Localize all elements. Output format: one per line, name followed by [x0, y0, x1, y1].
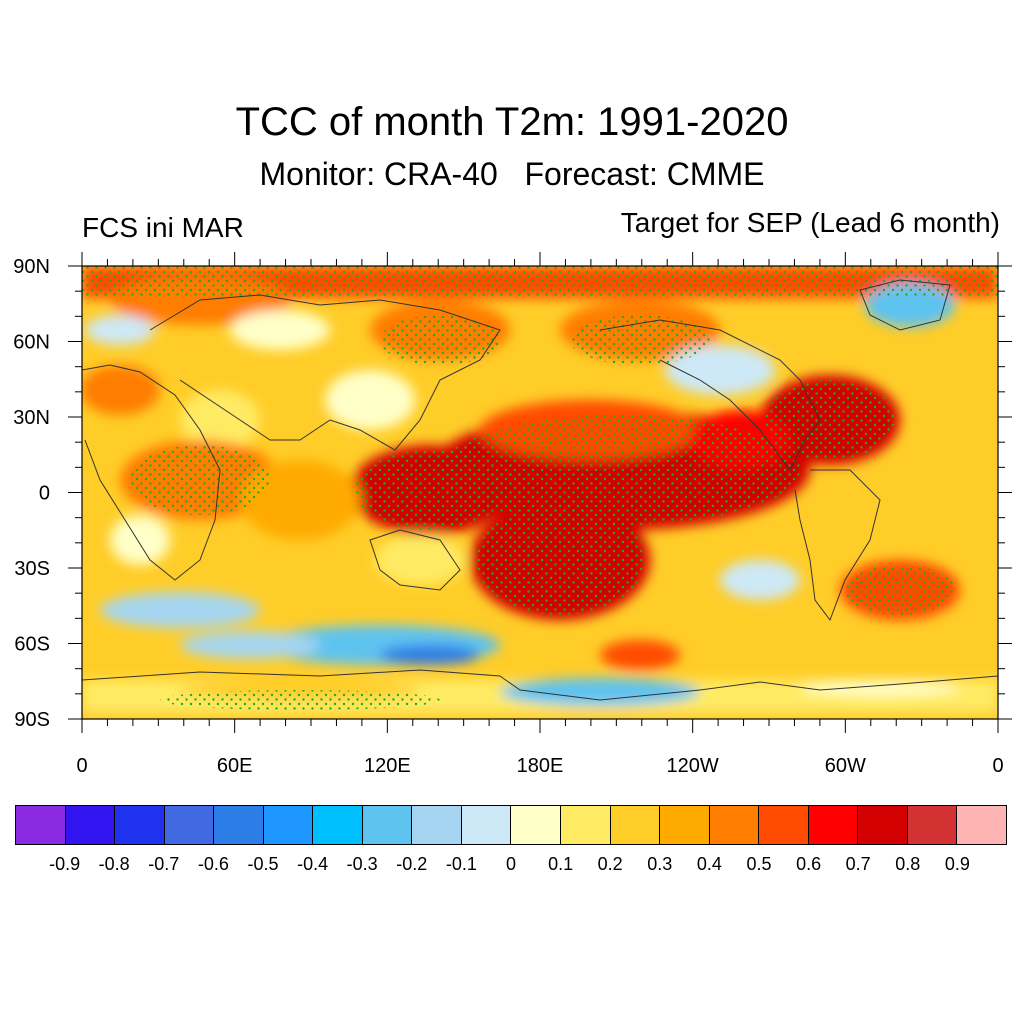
lat-tick-label: 30S	[14, 558, 50, 580]
colorbar-label: -0.8	[98, 854, 130, 874]
significance-stipple	[82, 266, 998, 710]
lat-tick-label: 60S	[14, 634, 50, 656]
colorbar-swatch	[808, 806, 859, 844]
lon-tick-label: 180E	[517, 755, 564, 777]
colorbar-label: 0.1	[548, 854, 574, 874]
colorbar-label: -0.7	[148, 854, 180, 874]
lon-tick-label: 0	[992, 755, 1003, 777]
colorbar-label: -0.1	[445, 854, 477, 874]
lat-tick-label: 90S	[14, 709, 50, 731]
colorbar-swatch	[412, 806, 462, 844]
colorbar-swatch	[461, 806, 512, 844]
colorbar-swatch	[313, 806, 363, 844]
colorbar-swatch	[561, 806, 611, 844]
colorbar-swatch	[858, 806, 908, 844]
coastlines	[82, 279, 998, 701]
colorbar-label: -0.9	[49, 854, 81, 874]
lon-tick-label: 60E	[217, 755, 253, 777]
latitude-axis: 90N 60N 30N 0 30S 60S 90S	[13, 256, 1012, 731]
colorbar-label: 0.3	[647, 854, 673, 874]
lat-tick-label: 0	[39, 483, 50, 505]
colorbar-swatch	[759, 806, 809, 844]
initialization-label: FCS ini MAR	[82, 212, 244, 243]
longitude-axis: 0 60E 120E 180E 120W 60W 0	[76, 252, 1004, 777]
colorbar-swatch	[709, 806, 760, 844]
colorbar-label: 0.8	[895, 854, 921, 874]
colorbar-label: 0.5	[746, 854, 772, 874]
colorbar-label: -0.3	[346, 854, 378, 874]
lon-tick-label: 0	[76, 755, 87, 777]
lat-tick-label: 60N	[13, 332, 50, 354]
colorbar-swatch	[957, 806, 1006, 844]
colorbar-label: 0.2	[597, 854, 623, 874]
lat-tick-label: 90N	[13, 256, 50, 278]
colorbar-swatch	[263, 806, 314, 844]
chart-title: TCC of month T2m: 1991-2020	[235, 100, 789, 144]
target-label: Target for SEP (Lead 6 month)	[620, 207, 1000, 238]
colorbar-label: -0.5	[247, 854, 279, 874]
colorbar-swatch	[115, 806, 165, 844]
colorbar-swatch	[610, 806, 661, 844]
colorbar-swatch	[65, 806, 116, 844]
colorbar-swatch	[164, 806, 215, 844]
colorbar-label: 0.9	[944, 854, 970, 874]
colorbar-label: 0.6	[796, 854, 822, 874]
lat-tick-label: 30N	[13, 407, 50, 429]
colorbar-label: -0.4	[297, 854, 329, 874]
colorbar	[15, 805, 1007, 845]
colorbar-swatch	[511, 806, 562, 844]
colorbar-label: -0.2	[396, 854, 428, 874]
colorbar-swatch	[362, 806, 413, 844]
colorbar-label: 0	[505, 854, 517, 874]
colorbar-swatch	[214, 806, 264, 844]
lon-tick-label: 60W	[825, 755, 866, 777]
colorbar-swatch	[907, 806, 958, 844]
chart-subtitle: Monitor: CRA-40 Forecast: CMME	[259, 156, 765, 192]
map-field	[82, 266, 998, 719]
lon-tick-label: 120W	[667, 755, 719, 777]
colorbar-label: 0.4	[696, 854, 722, 874]
colorbar-swatch	[660, 806, 710, 844]
colorbar-label: -0.6	[197, 854, 229, 874]
colorbar-label: 0.7	[845, 854, 871, 874]
lon-tick-label: 120E	[364, 755, 411, 777]
colorbar-swatch	[16, 806, 66, 844]
